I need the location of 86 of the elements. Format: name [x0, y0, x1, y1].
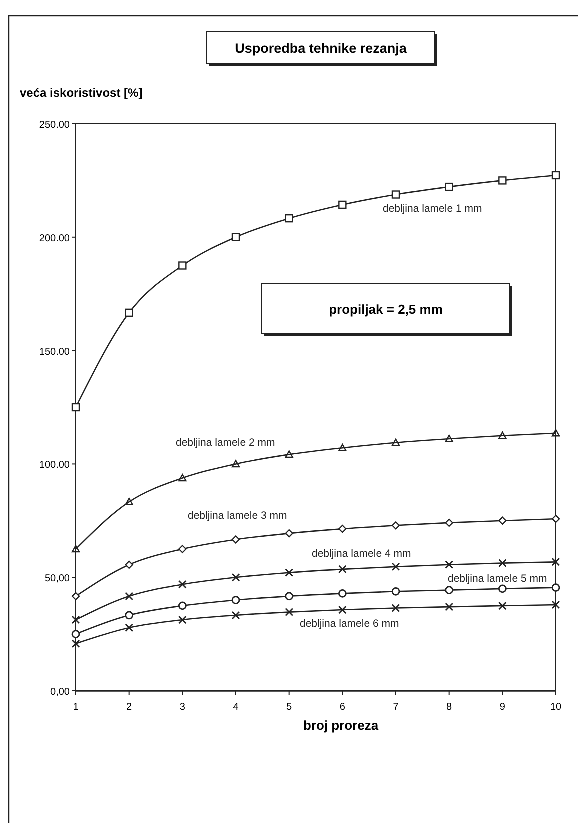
- point: [285, 592, 294, 601]
- chart-title: Usporedba tehnike rezanja: [235, 41, 408, 56]
- point: [72, 640, 80, 648]
- point: [285, 214, 294, 223]
- point: [232, 573, 240, 582]
- x-tick-label: 3: [180, 702, 186, 713]
- point: [178, 474, 187, 482]
- point: [72, 545, 80, 553]
- point: [178, 580, 187, 589]
- point: [285, 450, 294, 458]
- y-tick-label: 100.00: [39, 460, 70, 472]
- point: [338, 524, 347, 534]
- x-tick-label: 9: [500, 702, 506, 713]
- point: [445, 182, 454, 192]
- point: [338, 590, 347, 598]
- series-label: debljina lamele 5 mm: [448, 573, 548, 585]
- point: [392, 587, 400, 596]
- point: [72, 403, 80, 412]
- point: [125, 592, 134, 601]
- point: [552, 171, 560, 180]
- point: [445, 518, 454, 528]
- x-tick-label: 10: [550, 702, 562, 713]
- x-tick-label: 7: [393, 702, 400, 713]
- series-label: debljina lamele 3 mm: [188, 510, 288, 522]
- point: [125, 611, 134, 620]
- point: [392, 190, 400, 199]
- point: [232, 536, 240, 544]
- x-tick-label: 2: [126, 702, 133, 713]
- point: [498, 516, 507, 525]
- y-axis-title: veća iskoristivost [%]: [20, 86, 143, 100]
- point: [498, 432, 507, 440]
- point: [498, 602, 507, 610]
- point: [125, 308, 134, 318]
- point: [338, 565, 347, 574]
- point: [72, 616, 80, 624]
- point: [392, 562, 400, 572]
- y-tick-label: 50,00: [44, 574, 70, 585]
- point: [285, 568, 294, 578]
- point: [552, 600, 560, 610]
- series-label: debljina lamele 1 mm: [383, 203, 482, 215]
- x-tick-label: 6: [340, 702, 346, 713]
- point: [552, 584, 560, 592]
- y-tick-label: 0,00: [50, 687, 70, 698]
- point: [392, 522, 400, 530]
- point: [232, 611, 240, 620]
- annotation: propiljak = 2,5 mm: [329, 302, 443, 317]
- point: [338, 200, 347, 210]
- point: [178, 616, 187, 624]
- x-axis-title: broj proreza: [303, 718, 380, 733]
- point: [285, 608, 294, 616]
- point: [125, 624, 134, 632]
- point: [498, 559, 507, 568]
- point: [392, 604, 400, 612]
- point: [552, 558, 560, 566]
- point: [72, 630, 80, 638]
- point: [445, 586, 454, 594]
- point: [178, 545, 187, 554]
- y-tick-label: 250.00: [39, 120, 70, 131]
- point: [445, 602, 454, 612]
- x-tick-label: 8: [446, 702, 453, 713]
- point: [232, 233, 240, 242]
- point: [72, 592, 80, 601]
- point: [498, 176, 507, 185]
- point: [285, 530, 294, 538]
- point: [552, 429, 560, 437]
- point: [178, 262, 187, 270]
- point: [445, 434, 454, 442]
- point: [445, 560, 454, 570]
- point: [232, 596, 240, 604]
- point: [178, 602, 187, 610]
- series-label: debljina lamele 6 mm: [300, 618, 400, 630]
- point: [498, 584, 507, 594]
- point: [232, 460, 240, 468]
- point: [552, 514, 560, 524]
- point: [125, 560, 134, 569]
- y-tick-label: 200.00: [39, 233, 70, 244]
- point: [338, 444, 347, 452]
- x-tick-label: 1: [73, 702, 80, 713]
- y-tick-label: 150.00: [39, 346, 70, 358]
- x-tick-label: 5: [286, 702, 293, 713]
- series-label: debljina lamele 4 mm: [312, 548, 412, 560]
- point: [392, 438, 400, 446]
- point: [125, 498, 134, 506]
- point: [338, 606, 347, 614]
- x-tick-label: 4: [233, 702, 240, 713]
- series-label: debljina lamele 2 mm: [176, 437, 276, 449]
